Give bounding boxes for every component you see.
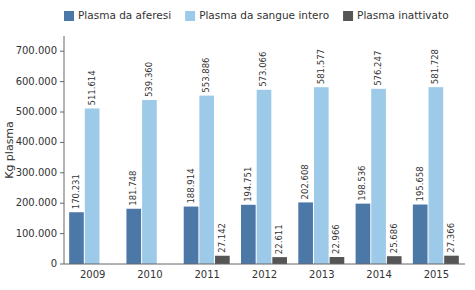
y-axis-label: Kg plasma: [3, 121, 16, 179]
data-label: 553.886: [201, 57, 211, 92]
y-axis-line: [64, 36, 65, 264]
legend-label: Plasma da sangue intero: [199, 9, 329, 21]
bar: [444, 256, 459, 264]
y-tick-label: 500.000: [16, 106, 57, 117]
data-label: 573.066: [259, 52, 269, 87]
legend: Plasma da aferesi Plasma da sangue intero…: [64, 9, 449, 21]
y-tick: [60, 142, 64, 143]
legend-label: Plasma da aferesi: [78, 9, 171, 21]
bar: [371, 89, 386, 264]
y-tick-label: 0: [51, 258, 57, 269]
y-tick-label: 300.000: [16, 167, 57, 178]
y-axis: 0 100.000 200.000 300.000 400.000 500.000 600.…: [16, 36, 64, 269]
data-label: 22.966: [331, 224, 341, 254]
bar: [413, 205, 428, 264]
data-label: 25.686: [389, 223, 399, 253]
x-tick-label: 2012: [252, 269, 277, 280]
x-tick-label: 2010: [137, 269, 162, 280]
data-label: 576.247: [373, 51, 383, 86]
bar: [356, 204, 371, 264]
y-tick-label: 600.000: [16, 76, 57, 87]
x-axis: 2009 2010 2011 2012 2013 2014 2015: [64, 264, 465, 280]
data-label: 581.577: [316, 49, 326, 84]
y-tick: [60, 203, 64, 204]
data-label: 188.914: [186, 168, 196, 203]
data-label: 194.751: [243, 167, 253, 202]
chart-svg: 0 100.000 200.000 300.000 400.000 500.000 600.…: [0, 0, 475, 290]
y-tick-label: 700.000: [16, 45, 57, 56]
legend-swatch: [343, 11, 353, 21]
data-labels: 170.231 181.748 188.914 194.751 202.608 198.5…: [71, 49, 456, 254]
y-tick: [60, 81, 64, 82]
bar: [257, 90, 272, 264]
bar: [330, 257, 345, 264]
bar: [298, 202, 313, 264]
data-label: 170.231: [71, 174, 81, 209]
bar: [126, 209, 141, 264]
y-tick: [60, 172, 64, 173]
data-label: 27.366: [446, 223, 456, 253]
data-label: 181.748: [128, 171, 138, 206]
bar: [387, 256, 402, 264]
x-axis-line: [64, 264, 465, 265]
y-tick: [60, 51, 64, 52]
y-tick: [60, 112, 64, 113]
x-tick-label: 2011: [194, 269, 219, 280]
x-tick-label: 2015: [424, 269, 449, 280]
bars: [69, 87, 459, 264]
x-tick-label: 2009: [80, 269, 105, 280]
bar: [272, 257, 287, 264]
bar: [241, 205, 256, 264]
bar: [184, 207, 199, 264]
data-label: 27.142: [217, 223, 227, 253]
bar: [215, 256, 230, 264]
data-label: 198.536: [357, 165, 367, 200]
data-label: 195.658: [415, 166, 425, 201]
y-tick: [60, 264, 64, 265]
data-label: 22.611: [274, 224, 284, 254]
data-label: 581.728: [430, 49, 440, 84]
bar: [199, 96, 214, 264]
data-label: 539.360: [144, 62, 154, 97]
y-tick-label: 100.000: [16, 228, 57, 239]
legend-swatch: [64, 11, 74, 21]
data-label: 511.614: [87, 70, 97, 105]
bar: [314, 87, 329, 264]
legend-label: Plasma inattivato: [357, 9, 449, 21]
data-label: 202.608: [300, 164, 310, 199]
bar: [85, 108, 100, 264]
bar: [429, 87, 444, 264]
x-tick-label: 2014: [366, 269, 391, 280]
bar: [142, 100, 157, 264]
y-tick-label: 400.000: [16, 136, 57, 147]
bar: [69, 212, 84, 264]
legend-swatch: [185, 11, 195, 21]
chart-container: 0 100.000 200.000 300.000 400.000 500.000 600.…: [0, 0, 475, 290]
y-tick-label: 200.000: [16, 197, 57, 208]
y-tick: [60, 233, 64, 234]
x-tick-label: 2013: [309, 269, 334, 280]
